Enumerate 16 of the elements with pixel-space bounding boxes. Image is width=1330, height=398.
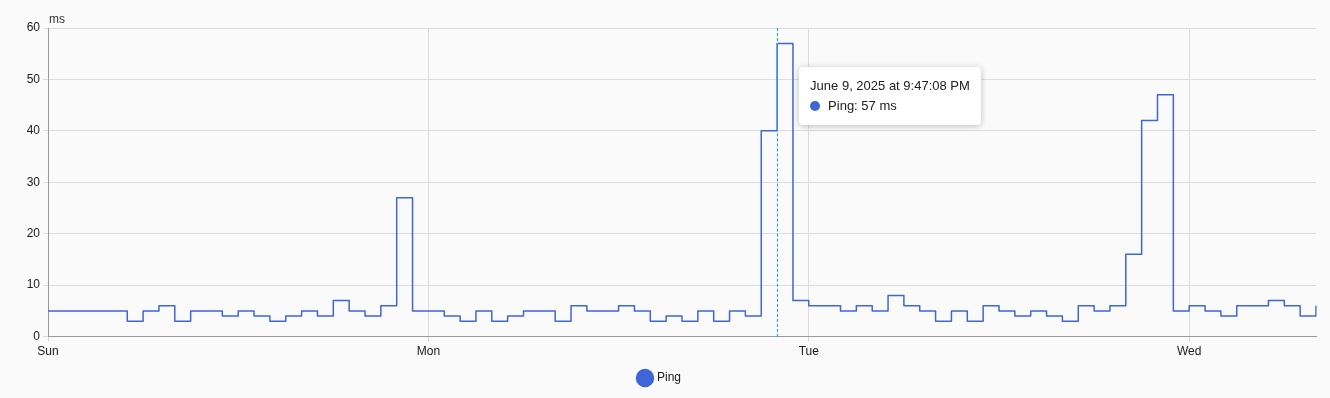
y-tick-label: 30 xyxy=(26,174,41,189)
x-tick-label: Sun xyxy=(37,344,59,359)
x-tick-label: Wed xyxy=(1176,344,1202,359)
tooltip: June 9, 2025 at 9:47:08 PM Ping: 57 ms xyxy=(799,67,981,125)
y-tick-label: 20 xyxy=(26,226,41,241)
y-tick-label: 50 xyxy=(26,71,41,86)
y-tick-label: 0 xyxy=(33,328,41,343)
legend-label: Ping xyxy=(656,370,682,385)
y-tick-label: 40 xyxy=(26,123,41,138)
y-tick-label: 10 xyxy=(26,277,41,292)
x-tick-label: Mon xyxy=(416,344,441,359)
x-tick-label: Tue xyxy=(798,344,820,359)
annotation: Ping: 57 ms xyxy=(828,98,897,113)
y-axis-title: ms xyxy=(49,12,65,27)
y-tick-label: 60 xyxy=(26,20,41,35)
annotation: June 9, 2025 at 9:47:08 PM xyxy=(810,78,970,93)
